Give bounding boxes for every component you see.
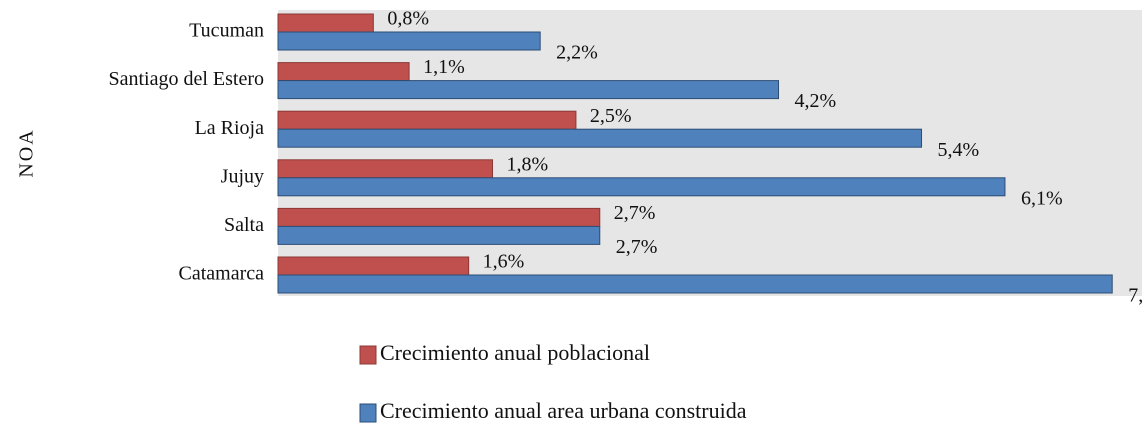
data-label: 7,0% — [1128, 285, 1142, 307]
y-tick-label: La Rioja — [195, 117, 265, 139]
bar — [277, 110, 577, 130]
y-axis-label: NOA — [16, 128, 38, 177]
legend-swatch — [359, 345, 377, 365]
bar — [277, 177, 1006, 197]
y-tick-label: Salta — [224, 214, 264, 236]
bar — [277, 31, 541, 51]
bar — [277, 62, 410, 82]
data-label: 2,2% — [556, 42, 598, 64]
bar — [277, 159, 494, 179]
data-label: 1,8% — [507, 153, 549, 175]
y-tick-label: Tucuman — [189, 20, 264, 42]
bar — [277, 274, 1113, 294]
y-tick-label: Jujuy — [221, 165, 264, 187]
y-tick-label: Santiago del Estero — [108, 68, 264, 90]
data-label: 1,6% — [483, 251, 525, 273]
bar — [277, 13, 374, 33]
y-tick-label: Catamarca — [179, 263, 265, 285]
bar — [277, 207, 601, 227]
data-label: 6,1% — [1021, 187, 1063, 209]
legend-label: Crecimiento anual poblacional — [380, 340, 650, 365]
data-label: 0,8% — [387, 8, 429, 30]
bar — [277, 225, 601, 245]
bar — [277, 80, 780, 100]
plot-area — [278, 10, 1142, 296]
data-label: 2,5% — [590, 105, 632, 127]
data-label: 5,4% — [938, 139, 980, 161]
data-label: 4,2% — [795, 90, 837, 112]
data-label: 1,1% — [423, 56, 465, 78]
data-label: 2,7% — [614, 202, 656, 224]
data-label: 2,7% — [616, 236, 658, 258]
legend-label: Crecimiento anual area urbana construida — [380, 398, 747, 423]
bar — [277, 256, 470, 276]
legend-swatch — [359, 403, 377, 423]
bar — [277, 128, 923, 148]
